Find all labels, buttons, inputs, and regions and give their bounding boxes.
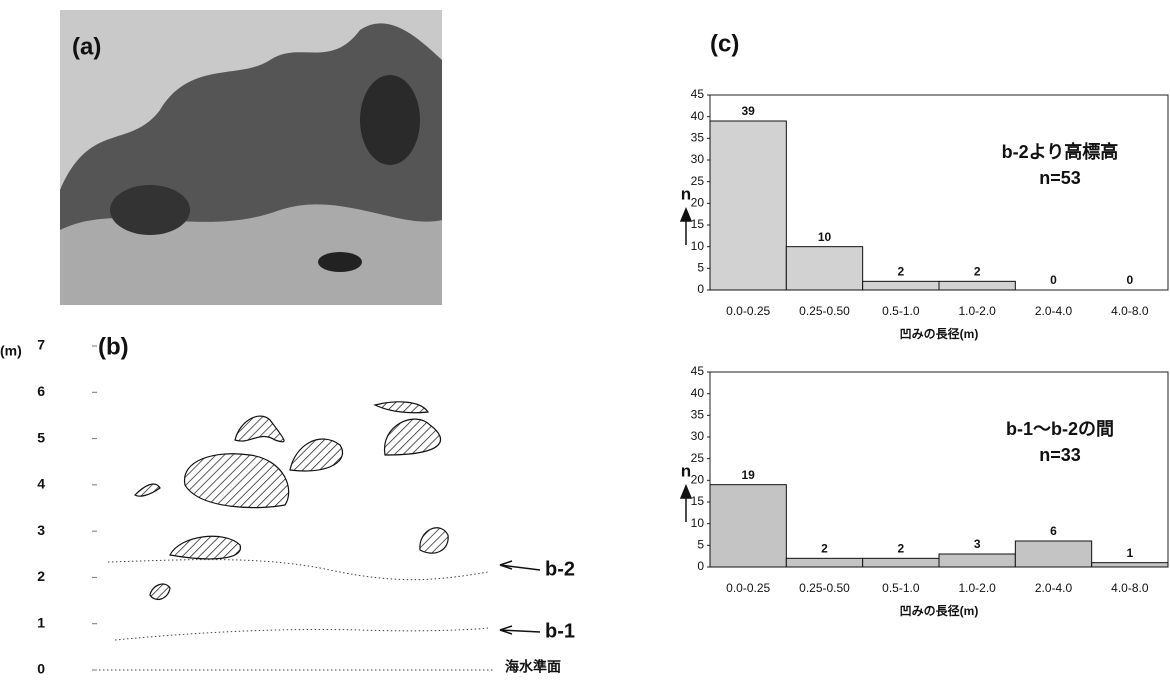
value-label: 1	[1126, 546, 1133, 560]
value-label: 3	[974, 537, 981, 551]
x-tick-label: 1.0-2.0	[958, 304, 996, 318]
x-tick-label: 2.0-4.0	[1035, 581, 1073, 595]
y-tick-label: 5	[697, 261, 704, 275]
value-label: 2	[897, 265, 904, 279]
unit-label: (m)	[0, 343, 22, 359]
sea-level-label: 海水準面	[505, 659, 561, 675]
y-tick-label: 1	[37, 614, 45, 630]
photo	[60, 10, 442, 305]
value-label: 2	[897, 542, 904, 556]
bar	[863, 558, 939, 567]
x-tick-label: 0.25-0.50	[799, 304, 850, 318]
bar	[939, 281, 1015, 290]
x-axis-title: 凹みの長径(m)	[900, 326, 979, 341]
arrow	[681, 486, 691, 522]
level-label: b-2	[545, 558, 575, 580]
y-tick-label: 4	[37, 476, 45, 492]
y-axis-title: n	[681, 184, 691, 203]
y-tick-label: 30	[691, 152, 705, 166]
y-tick-label: 35	[691, 131, 705, 145]
bar	[786, 558, 862, 567]
y-tick-label: 10	[691, 239, 705, 253]
y-tick-label: 0	[697, 559, 704, 573]
value-label: 6	[1050, 524, 1057, 538]
x-tick-label: 0.0-0.25	[726, 304, 770, 318]
y-tick-label: 10	[691, 516, 705, 530]
x-tick-label: 4.0-8.0	[1111, 304, 1149, 318]
diagram	[95, 402, 540, 670]
x-tick-label: 2.0-4.0	[1035, 304, 1073, 318]
y-tick-label: 40	[691, 386, 705, 400]
value-label: 19	[741, 468, 755, 482]
annotation: b-1～b-2の間	[1006, 419, 1114, 439]
y-tick-label: 40	[691, 109, 705, 123]
x-tick-label: 1.0-2.0	[958, 581, 996, 595]
panel-label: (a)	[72, 33, 101, 60]
y-tick-label: 20	[691, 196, 705, 210]
y-tick-label: 20	[691, 473, 705, 487]
level-label: b-1	[545, 620, 575, 642]
y-tick-label: 15	[691, 494, 705, 508]
panel-label: (b)	[98, 333, 129, 360]
bar	[939, 554, 1015, 567]
x-tick-label: 0.5-1.0	[882, 304, 920, 318]
x-tick-label: 0.0-0.25	[726, 581, 770, 595]
annotation: n=53	[1039, 168, 1081, 188]
value-label: 39	[741, 104, 755, 118]
y-tick-label: 25	[691, 451, 705, 465]
x-axis-title: 凹みの長径(m)	[900, 603, 979, 618]
y-tick-label: 35	[691, 408, 705, 422]
y-tick-label: 2	[37, 568, 45, 584]
y-tick-label: 5	[697, 538, 704, 552]
y-tick-label: 6	[37, 383, 45, 399]
x-tick-label: 4.0-8.0	[1111, 581, 1149, 595]
annotation: b-2より高標高	[1002, 141, 1119, 162]
y-axis-title: n	[681, 461, 691, 480]
bar	[786, 247, 862, 290]
value-label: 2	[821, 542, 828, 556]
y-tick-label: 30	[691, 429, 705, 443]
y-tick-label: 5	[37, 429, 45, 445]
y-tick-label: 3	[37, 522, 45, 538]
y-tick-label: 7	[37, 337, 45, 353]
bar	[710, 121, 786, 290]
panel-label: (c)	[710, 30, 739, 57]
value-label: 0	[1050, 273, 1057, 287]
y-tick-label: 45	[691, 364, 705, 378]
bar	[1015, 541, 1091, 567]
x-tick-label: 0.5-1.0	[882, 581, 920, 595]
annotation: n=33	[1039, 445, 1081, 465]
value-label: 2	[974, 265, 981, 279]
y-tick-label: 0	[697, 282, 704, 296]
y-tick-label: 0	[37, 661, 45, 677]
value-label: 10	[818, 230, 832, 244]
x-tick-label: 0.25-0.50	[799, 581, 850, 595]
bar	[863, 281, 939, 290]
value-label: 0	[1126, 273, 1133, 287]
y-tick-label: 15	[691, 217, 705, 231]
figure: (a) (b) (c) (m) b-2 b-1 海水準面 01234567051…	[0, 0, 1170, 678]
bar	[1092, 563, 1168, 567]
bar	[710, 485, 786, 567]
y-tick-label: 25	[691, 174, 705, 188]
y-tick-label: 45	[691, 87, 705, 101]
arrow	[681, 209, 691, 245]
